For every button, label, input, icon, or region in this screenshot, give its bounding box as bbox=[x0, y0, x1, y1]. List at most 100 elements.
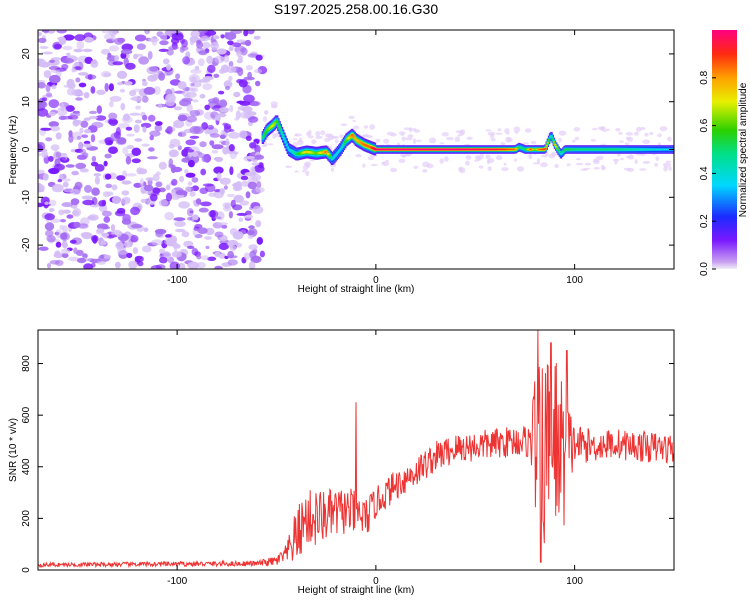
noise-blob bbox=[131, 95, 144, 102]
halo-blob bbox=[428, 137, 437, 144]
halo-blob bbox=[401, 136, 406, 142]
noise-blob bbox=[230, 199, 236, 208]
noise-blob bbox=[227, 259, 238, 266]
noise-blob bbox=[65, 105, 75, 112]
ridge-cell bbox=[427, 148, 430, 151]
ridge-cell bbox=[408, 148, 411, 151]
noise-blob bbox=[216, 48, 227, 55]
noise-blob bbox=[79, 127, 84, 134]
colorbar-gradient bbox=[712, 30, 737, 269]
noise-blob bbox=[102, 254, 112, 259]
noise-blob bbox=[197, 58, 205, 67]
noise-blob bbox=[46, 235, 56, 243]
noise-blob bbox=[59, 219, 66, 223]
noise-blob bbox=[236, 212, 248, 216]
ridge-cell bbox=[377, 148, 380, 151]
noise-blob bbox=[76, 40, 85, 50]
noise-blob bbox=[184, 186, 192, 193]
noise-blob bbox=[171, 178, 178, 186]
noise-blob bbox=[118, 122, 130, 129]
noise-blob bbox=[208, 192, 217, 197]
ridge-cell bbox=[543, 148, 546, 151]
noise-blob bbox=[76, 257, 87, 264]
halo-blob bbox=[413, 129, 421, 133]
ridge-cell bbox=[546, 142, 550, 144]
noise-blob bbox=[218, 90, 225, 95]
ridge-cell bbox=[303, 151, 306, 154]
halo-blob bbox=[457, 134, 462, 137]
ridge-cell bbox=[479, 148, 483, 151]
noise-blob bbox=[171, 32, 184, 41]
noise-blob bbox=[216, 172, 222, 181]
halo-blob bbox=[593, 167, 600, 170]
halo-blob bbox=[590, 139, 597, 142]
noise-blob bbox=[141, 81, 148, 87]
noise-blob bbox=[214, 265, 223, 269]
halo-blob bbox=[663, 166, 668, 172]
halo-blob bbox=[548, 153, 556, 159]
noise-blob bbox=[44, 222, 55, 231]
noise-blobs bbox=[38, 30, 268, 269]
noise-blob bbox=[49, 59, 55, 63]
noise-blob bbox=[201, 155, 208, 163]
noise-blob bbox=[197, 227, 208, 234]
halo-blob bbox=[389, 133, 397, 137]
ridge-cell bbox=[309, 151, 312, 154]
noise-blob bbox=[143, 227, 149, 232]
halo-blob bbox=[413, 138, 417, 145]
halo-blob bbox=[606, 128, 610, 131]
halo-blob bbox=[584, 162, 591, 166]
noise-blob bbox=[189, 125, 201, 135]
halo-blob bbox=[478, 165, 484, 169]
halo-blob bbox=[466, 136, 473, 140]
noise-blob bbox=[100, 240, 107, 246]
noise-blob bbox=[96, 260, 106, 265]
noise-blob bbox=[220, 34, 225, 39]
halo-blob bbox=[298, 137, 303, 143]
halo-blob bbox=[624, 142, 630, 146]
noise-blob bbox=[226, 193, 235, 198]
y-tick-label: 200 bbox=[21, 510, 32, 527]
ridge-cell bbox=[442, 148, 446, 151]
noise-blob bbox=[214, 55, 225, 64]
noise-blob bbox=[252, 205, 264, 214]
noise-blob bbox=[238, 217, 244, 222]
noise-blob bbox=[165, 93, 176, 103]
noise-blob bbox=[90, 134, 96, 143]
halo-blob bbox=[668, 166, 672, 171]
noise-blob bbox=[100, 254, 105, 259]
noise-blob bbox=[228, 61, 234, 67]
ridge-cell bbox=[282, 135, 285, 138]
noise-blob bbox=[233, 194, 244, 203]
noise-blob bbox=[45, 137, 53, 142]
halo-blob bbox=[528, 153, 533, 160]
noise-blob bbox=[244, 172, 254, 177]
halo-blob bbox=[659, 126, 668, 132]
noise-blob bbox=[147, 74, 158, 82]
noise-blob bbox=[69, 239, 77, 244]
noise-blob bbox=[48, 167, 60, 175]
noise-blob bbox=[256, 237, 263, 245]
noise-blob bbox=[237, 106, 246, 111]
ridge-cell bbox=[344, 140, 347, 143]
noise-blob bbox=[208, 210, 219, 218]
halo-blob bbox=[302, 164, 309, 171]
noise-blob bbox=[175, 73, 181, 80]
halo-blob bbox=[540, 154, 548, 158]
ridge-cell bbox=[326, 151, 329, 154]
noise-blob bbox=[211, 144, 224, 150]
halo-blob bbox=[407, 134, 414, 139]
noise-blob bbox=[158, 187, 166, 193]
halo-blob bbox=[370, 163, 379, 167]
noise-blob bbox=[242, 84, 252, 94]
noise-blob bbox=[134, 255, 144, 263]
noise-blob bbox=[179, 46, 185, 53]
noise-blob bbox=[40, 101, 48, 108]
noise-blob bbox=[48, 121, 59, 128]
noise-blob bbox=[107, 52, 112, 58]
noise-blob bbox=[62, 181, 69, 188]
halo-blob bbox=[554, 163, 559, 169]
noise-blob bbox=[66, 87, 76, 96]
noise-blob bbox=[169, 138, 181, 147]
